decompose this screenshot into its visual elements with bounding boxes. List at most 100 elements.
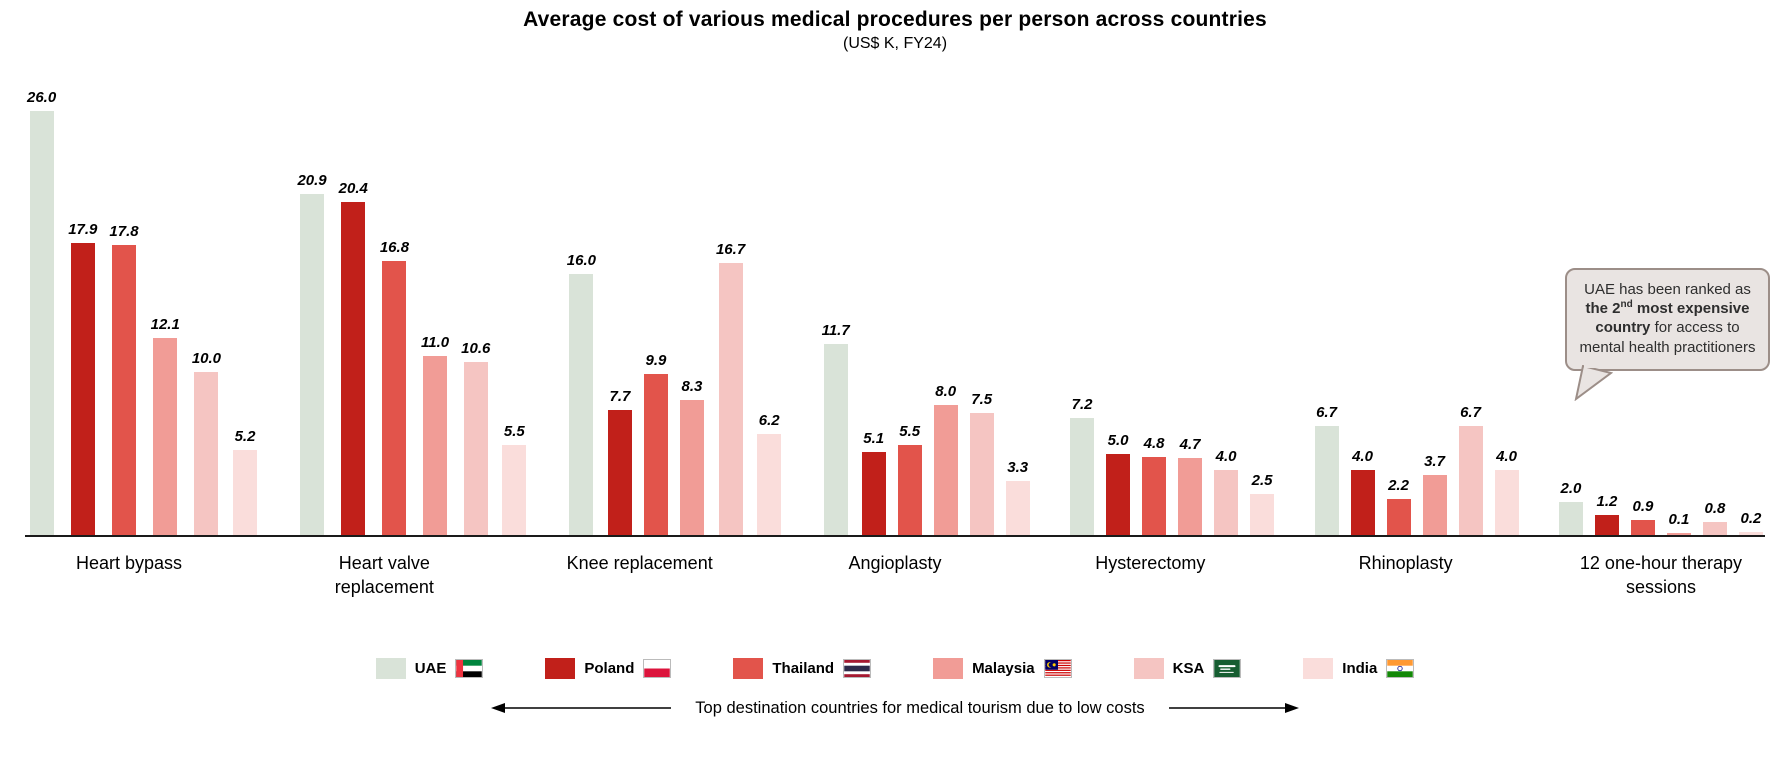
legend-label: India xyxy=(1342,659,1378,677)
bar-cell: 11.7 xyxy=(822,322,850,535)
bar-cell: 1.2 xyxy=(1594,493,1619,535)
bar-cell: 17.8 xyxy=(109,222,139,535)
bar xyxy=(463,362,488,535)
bar xyxy=(502,445,527,535)
plot-area: 26.0 17.9 17.8 12.1 10.0 5.2 20.9 20.4 16.8 11.0 1… xyxy=(25,83,1765,535)
value-label: 5.5 xyxy=(503,423,525,441)
bar xyxy=(861,451,886,535)
poland-flag-icon xyxy=(643,658,672,678)
bar-cell: 2.2 xyxy=(1386,477,1411,535)
bar xyxy=(382,261,407,535)
legend-item: Poland xyxy=(545,657,672,679)
callout-bold-text-2: most expensive country xyxy=(1595,300,1750,337)
bar xyxy=(70,243,95,535)
bar-cell: 0.8 xyxy=(1702,500,1727,535)
bar xyxy=(897,445,922,535)
bar-cell: 7.7 xyxy=(607,387,632,535)
bar-group: 20.9 20.4 16.8 11.0 10.6 5.5 xyxy=(297,172,527,535)
category-cell: Hysterectomy xyxy=(1048,551,1252,600)
value-label: 16.7 xyxy=(715,240,746,258)
legend-swatch xyxy=(733,657,764,679)
bar xyxy=(679,399,704,535)
bar-cell: 2.0 xyxy=(1558,480,1583,535)
bottom-note-text: Top destination countries for medical to… xyxy=(695,698,1145,717)
category-label: Hysterectomy xyxy=(1095,553,1206,573)
value-label: 0.1 xyxy=(1668,511,1690,529)
legend-label: Malaysia xyxy=(972,659,1035,677)
bar xyxy=(823,344,848,535)
bar-cell: 16.8 xyxy=(380,239,409,535)
value-label: 5.5 xyxy=(899,423,921,441)
bar xyxy=(1594,515,1619,535)
value-label: 7.7 xyxy=(609,387,631,405)
value-label: 4.0 xyxy=(1496,447,1517,465)
bar xyxy=(341,202,366,535)
bar-cell: 17.9 xyxy=(68,221,97,535)
bar-cell: 6.7 xyxy=(1314,403,1339,535)
value-label: 7.2 xyxy=(1071,395,1093,413)
category-cell: Knee replacement xyxy=(538,551,742,600)
bar-cell: 3.3 xyxy=(1005,459,1030,535)
bar xyxy=(300,194,325,535)
value-label: 6.2 xyxy=(758,411,780,429)
bar xyxy=(1314,425,1339,535)
value-label: 11.7 xyxy=(821,322,850,340)
value-label: 6.7 xyxy=(1316,403,1337,421)
uae-flag-icon xyxy=(455,658,484,678)
malaysia-flag-icon xyxy=(1043,658,1072,678)
category-labels-row: Heart bypass Heart valve replacement Knee … xyxy=(25,551,1765,600)
bar-cell: 0.9 xyxy=(1630,498,1655,535)
value-label: 26.0 xyxy=(27,89,57,107)
category-label: Rhinoplasty xyxy=(1358,553,1453,573)
bar xyxy=(1178,458,1203,535)
bar xyxy=(423,355,448,535)
value-label: 5.1 xyxy=(863,429,885,447)
value-label: 20.9 xyxy=(297,172,327,190)
bar xyxy=(29,111,54,535)
bar-cell: 5.0 xyxy=(1106,432,1131,535)
bar-cell: 0.2 xyxy=(1738,509,1763,535)
callout-text-after: for access to mental health practitioner… xyxy=(1579,319,1756,356)
value-label: 17.8 xyxy=(109,222,139,240)
legend-swatch xyxy=(1133,657,1164,679)
legend-item: Thailand xyxy=(733,657,872,679)
bar-cell: 26.0 xyxy=(27,89,56,535)
bar xyxy=(1494,469,1519,535)
bar-cell: 5.1 xyxy=(861,429,886,535)
category-cell: Heart valve replacement xyxy=(282,551,486,600)
value-label: 0.2 xyxy=(1740,509,1762,527)
legend-swatch xyxy=(545,657,576,679)
category-cell: Heart bypass xyxy=(27,551,231,600)
bar xyxy=(153,337,178,535)
bar-group: 26.0 17.9 17.8 12.1 10.0 5.2 xyxy=(27,89,258,535)
value-label: 17.9 xyxy=(68,221,98,239)
legend-item: Malaysia xyxy=(933,657,1072,679)
category-label: Knee replacement xyxy=(566,553,713,573)
x-axis-line xyxy=(25,535,1765,537)
thailand-flag-icon xyxy=(843,658,872,678)
bar-cell: 8.0 xyxy=(933,383,958,535)
category-label: 12 one-hour therapy sessions xyxy=(1579,553,1743,598)
india-flag-icon xyxy=(1386,658,1415,678)
callout-text: UAE has been ranked as xyxy=(1584,281,1751,298)
bar-cell: 5.5 xyxy=(502,423,527,535)
bar-cell: 11.0 xyxy=(421,334,449,535)
chart-title: Average cost of various medical procedur… xyxy=(523,8,1267,31)
bar xyxy=(1738,531,1763,535)
value-label: 4.0 xyxy=(1215,447,1237,465)
legend-item: KSA xyxy=(1133,657,1242,679)
legend-item: India xyxy=(1303,657,1415,679)
callout-tail-icon xyxy=(1574,364,1613,401)
chart-subtitle: (US$ K, FY24) xyxy=(842,35,948,52)
bar-group: 6.7 4.0 2.2 3.7 6.7 4.0 xyxy=(1314,403,1519,535)
value-label: 3.3 xyxy=(1007,459,1029,477)
bottom-note: Top destination countries for medical to… xyxy=(0,699,1790,718)
bar xyxy=(1458,425,1483,535)
bar-cell: 20.9 xyxy=(297,172,327,535)
bar-cell: 0.1 xyxy=(1666,511,1691,535)
right-arrow-icon xyxy=(1168,703,1299,714)
bar xyxy=(933,404,958,535)
category-cell: Rhinoplasty xyxy=(1304,551,1508,600)
value-label: 1.2 xyxy=(1596,493,1618,511)
